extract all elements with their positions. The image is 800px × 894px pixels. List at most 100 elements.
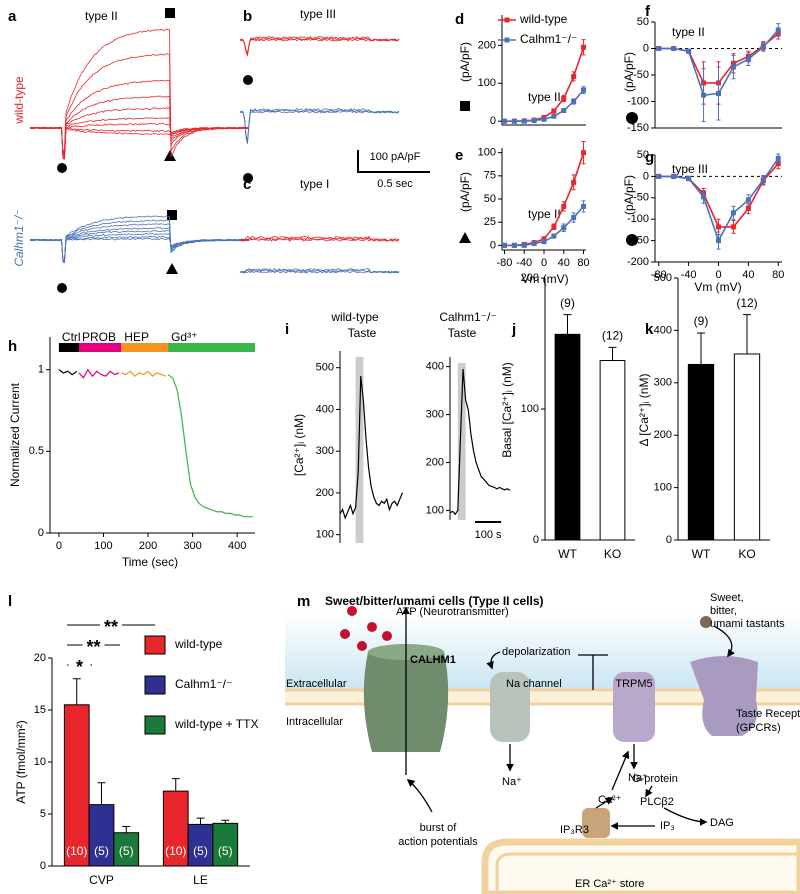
bar <box>687 363 715 541</box>
marker <box>501 242 507 248</box>
x-tick-label: WT <box>558 547 577 561</box>
marker <box>571 179 577 185</box>
y-tick-label: 15 <box>34 704 46 716</box>
label: ATP (Neurotransmitter) <box>396 606 509 618</box>
er-membrane <box>495 852 800 894</box>
y-tick-label: 0 <box>38 527 44 539</box>
y-tick-label: 400 <box>316 403 334 415</box>
series-line <box>58 369 78 376</box>
y-tick-label: 0 <box>643 170 649 182</box>
chart-subtitle: Taste <box>348 326 377 340</box>
x-tick-label: 0 <box>56 540 62 552</box>
marker <box>775 27 781 33</box>
panel-label: c <box>243 176 251 193</box>
condition-bar <box>121 343 169 352</box>
scale-bar <box>357 150 430 173</box>
y-tick-label: 200 <box>316 487 334 499</box>
x-tick-label: -80 <box>497 257 513 269</box>
n-label: (12) <box>602 329 623 343</box>
y-tick-label: 100 <box>478 77 496 89</box>
label: Na⁺ <box>502 776 522 788</box>
y-axis-label: Δ [Ca²⁺]ᵢ (nM) <box>637 374 651 447</box>
marker <box>581 203 587 209</box>
label: (GPCRs) <box>736 722 781 734</box>
panel-label: j <box>511 321 516 338</box>
x-tick-label: 80 <box>577 257 589 269</box>
y-axis-label: Basal [Ca²⁺]ᵢ (nM) <box>500 362 514 458</box>
n-label: (12) <box>736 296 757 310</box>
legend-label: wild-type <box>174 637 223 651</box>
bar <box>113 832 140 867</box>
legend-label: Calhm1⁻/⁻ <box>175 677 232 691</box>
marker <box>730 210 736 216</box>
y-axis-label: ATP (fmol/mm²) <box>14 720 28 804</box>
annotation: type III <box>672 162 708 176</box>
series-line <box>449 368 511 516</box>
label: DAG <box>710 817 734 829</box>
marker <box>775 161 781 167</box>
marker <box>656 46 662 51</box>
trace <box>29 237 250 264</box>
y-tick-label: 0 <box>666 534 672 546</box>
scale-bar-label: 100 pA/pF <box>370 151 421 163</box>
n-label: (5) <box>94 844 109 858</box>
x-tick-label: LE <box>193 873 208 887</box>
y-tick-label: -100 <box>627 95 649 107</box>
panel-label: i <box>285 321 289 338</box>
y-tick-label: 50 <box>484 193 496 205</box>
y-axis-label: (pA/pF) <box>622 52 636 92</box>
y-tick-label: 400 <box>426 360 444 372</box>
marker <box>501 118 507 124</box>
panel-label: h <box>8 338 17 355</box>
marker <box>541 239 547 245</box>
marker <box>581 150 587 156</box>
marker <box>775 155 781 161</box>
scale-bar-label: 0.5 sec <box>377 178 413 190</box>
y-tick-label: 200 <box>426 456 444 468</box>
bar <box>63 704 90 867</box>
marker <box>760 177 766 183</box>
x-tick-label: 40 <box>742 269 754 281</box>
y-tick-label: -200 <box>627 256 649 268</box>
series-line <box>504 46 585 123</box>
legend-swatch <box>144 675 166 695</box>
panel-label: a <box>8 8 17 25</box>
marker <box>716 91 721 97</box>
bar <box>554 333 581 541</box>
na-channel <box>490 672 530 742</box>
trace <box>29 53 250 155</box>
diagram-title: Sweet/bitter/umami cells (Type II cells) <box>325 594 544 608</box>
label: Na⁺ <box>628 772 648 784</box>
error-bar <box>608 346 617 361</box>
trace <box>239 235 400 242</box>
marker <box>745 206 751 211</box>
y-tick-label: -50 <box>633 69 649 81</box>
error-bar <box>72 678 81 705</box>
label: PLCβ2 <box>640 796 674 808</box>
condition-bar <box>168 343 255 352</box>
x-tick-label: 100 <box>94 540 112 552</box>
x-tick-label: 80 <box>772 269 784 281</box>
y-tick-label: 0.5 <box>29 445 44 457</box>
legend-marker <box>504 37 510 43</box>
marker <box>561 95 567 101</box>
legend-swatch <box>144 635 166 655</box>
y-tick-label: 200 <box>654 429 672 441</box>
marker <box>541 236 547 242</box>
y-tick-label: 10 <box>34 756 46 768</box>
label: burst of <box>420 822 458 834</box>
significance-label: ** <box>86 637 100 657</box>
panel-label: m <box>297 593 310 610</box>
marker <box>521 118 527 124</box>
label: IP₃R3 <box>560 824 589 836</box>
n-label: (5) <box>119 844 134 858</box>
y-tick-label: 100 <box>316 529 334 541</box>
y-tick-label: -50 <box>633 192 649 204</box>
chart-title: Calhm1⁻/⁻ <box>439 310 496 324</box>
significance-label: ** <box>104 617 118 637</box>
legend-marker <box>504 17 510 23</box>
row-label: wild-type <box>12 76 26 125</box>
error-bar <box>221 819 230 824</box>
condition-label: HEP <box>124 330 149 344</box>
